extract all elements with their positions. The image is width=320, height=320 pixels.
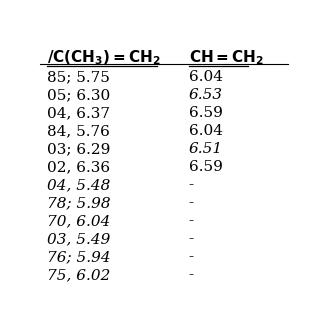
Text: 85; 5.75: 85; 5.75	[47, 70, 110, 84]
Text: 6.59: 6.59	[189, 107, 223, 120]
Text: 75, 6.02: 75, 6.02	[47, 268, 111, 282]
Text: -: -	[189, 196, 194, 210]
Text: 04, 6.37: 04, 6.37	[47, 107, 110, 120]
Text: 6.53: 6.53	[189, 88, 223, 102]
Text: 6.59: 6.59	[189, 160, 223, 174]
Text: -: -	[189, 268, 194, 282]
Text: 02, 6.36: 02, 6.36	[47, 160, 111, 174]
Text: 70, 6.04: 70, 6.04	[47, 214, 111, 228]
Text: $\mathbf{/C(CH_3){=}CH_2}$: $\mathbf{/C(CH_3){=}CH_2}$	[47, 48, 162, 67]
Text: 05; 6.30: 05; 6.30	[47, 88, 111, 102]
Text: 04, 5.48: 04, 5.48	[47, 178, 111, 192]
Text: 03; 6.29: 03; 6.29	[47, 142, 111, 156]
Text: 76; 5.94: 76; 5.94	[47, 250, 111, 264]
Text: $\mathbf{CH{=}CH_2}$: $\mathbf{CH{=}CH_2}$	[189, 48, 264, 67]
Text: 6.51: 6.51	[189, 142, 223, 156]
Text: 6.04: 6.04	[189, 124, 223, 138]
Text: 03, 5.49: 03, 5.49	[47, 232, 111, 246]
Text: 6.04: 6.04	[189, 70, 223, 84]
Text: -: -	[189, 178, 194, 192]
Text: -: -	[189, 214, 194, 228]
Text: 84, 5.76: 84, 5.76	[47, 124, 110, 138]
Text: -: -	[189, 250, 194, 264]
Text: 78; 5.98: 78; 5.98	[47, 196, 111, 210]
Text: -: -	[189, 232, 194, 246]
